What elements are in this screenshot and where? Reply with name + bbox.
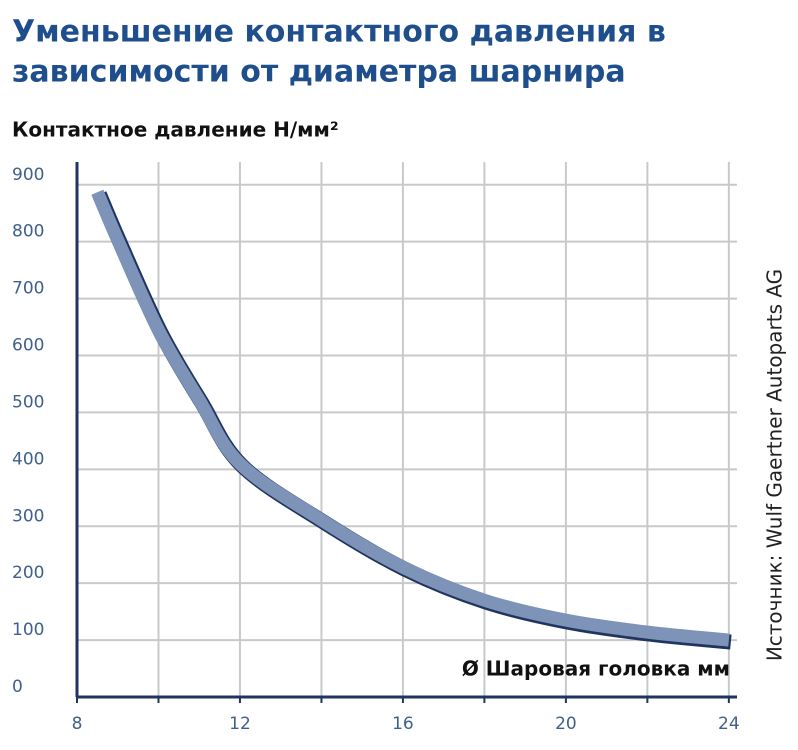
y-axis-label: Контактное давление Н/мм² [12,118,339,142]
y-tick-label: 500 [12,392,44,412]
source-note: Источник: Wulf Gaertner Autoparts AG [763,269,787,661]
y-tick-label: 100 [12,620,44,640]
x-axis-label: Ø Шаровая головка мм [462,657,730,681]
chart-title: Уменьшение контактного давления в [12,15,666,50]
y-tick-label: 700 [12,279,44,299]
y-tick-label: 300 [12,506,44,526]
chart-title: зависимости от диаметра шарнира [12,55,626,90]
line [91,189,730,647]
y-tick-label: 900 [12,165,44,185]
x-tick-label: 8 [72,714,83,734]
x-tick-label: 20 [555,714,577,734]
y-tick-label: 600 [12,336,44,356]
y-tick-label: 800 [12,222,44,242]
y-tick-label: 0 [12,677,23,697]
y-tick-label: 200 [12,563,44,583]
y-tick-label: 400 [12,449,44,469]
x-tick-label: 12 [229,714,251,734]
x-tick-label: 16 [392,714,414,734]
x-tick-label: 24 [718,714,740,734]
